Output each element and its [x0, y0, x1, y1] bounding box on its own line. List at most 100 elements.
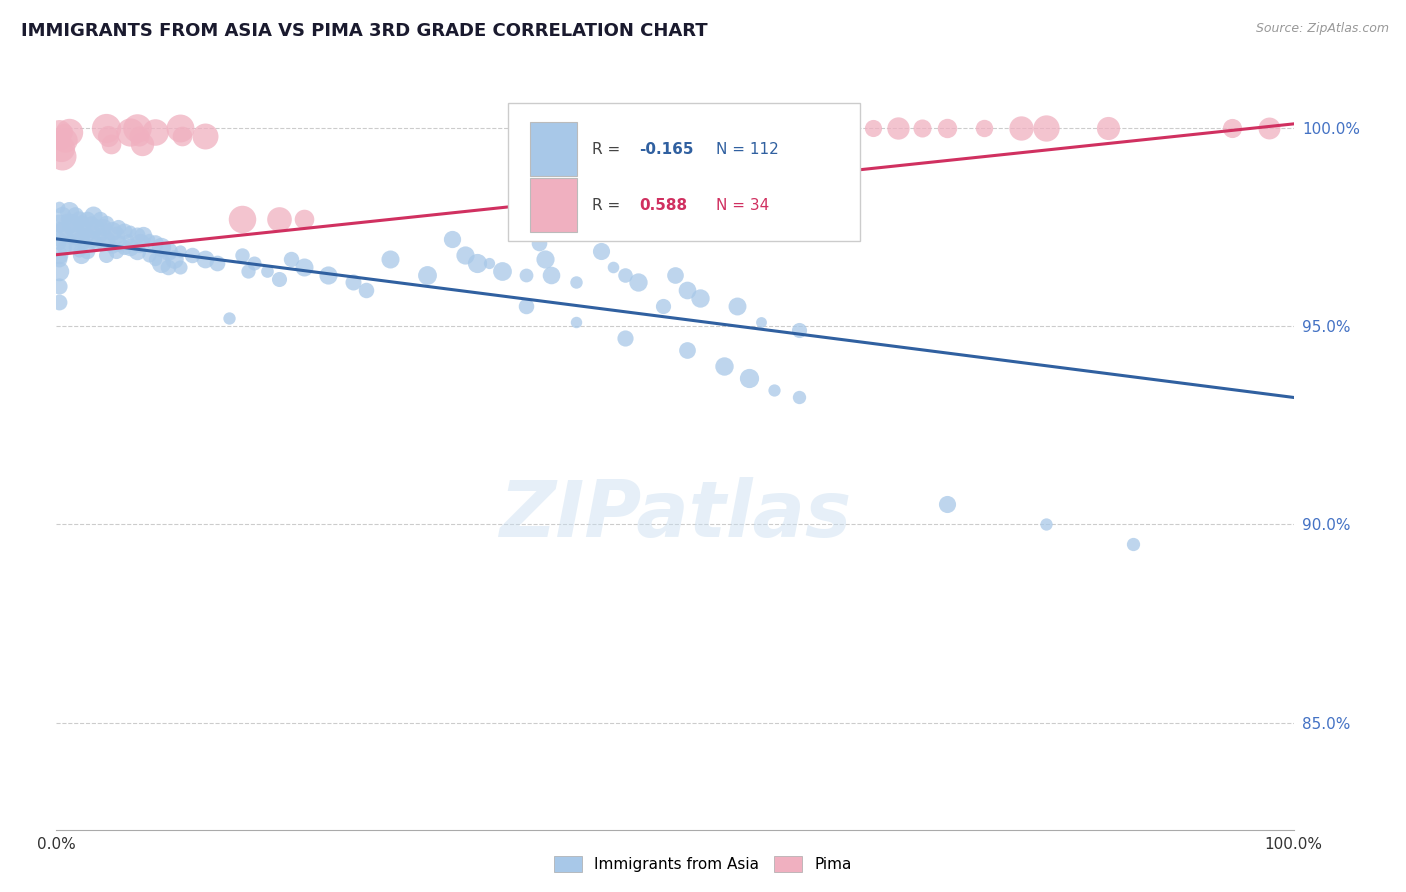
- Point: [138, 232, 160, 246]
- Text: R =: R =: [592, 142, 626, 157]
- Point: [267, 212, 290, 227]
- FancyBboxPatch shape: [530, 178, 576, 233]
- Point: [725, 299, 748, 313]
- Point: [63, 240, 86, 254]
- Point: [1010, 120, 1032, 135]
- Point: [63, 224, 86, 238]
- Point: [120, 125, 142, 139]
- Point: [651, 299, 673, 313]
- Point: [117, 232, 139, 246]
- Point: [48, 263, 70, 277]
- Point: [194, 128, 217, 143]
- Point: [156, 260, 179, 274]
- Point: [48, 279, 70, 293]
- Point: [150, 255, 173, 269]
- Point: [163, 252, 186, 266]
- Point: [48, 235, 70, 250]
- Point: [51, 224, 73, 238]
- Point: [76, 227, 98, 242]
- Point: [84, 235, 107, 250]
- Point: [354, 284, 377, 298]
- Point: [725, 120, 748, 135]
- Point: [156, 244, 179, 258]
- Point: [80, 216, 103, 230]
- Point: [67, 244, 90, 258]
- Point: [1097, 120, 1119, 135]
- Point: [51, 141, 73, 155]
- Point: [589, 244, 612, 258]
- Point: [565, 276, 588, 290]
- Point: [380, 252, 402, 266]
- Point: [67, 227, 90, 242]
- Point: [676, 284, 699, 298]
- Text: Source: ZipAtlas.com: Source: ZipAtlas.com: [1256, 22, 1389, 36]
- Point: [48, 216, 70, 230]
- Point: [236, 263, 259, 277]
- Point: [491, 263, 513, 277]
- Point: [540, 268, 562, 282]
- Text: IMMIGRANTS FROM ASIA VS PIMA 3RD GRADE CORRELATION CHART: IMMIGRANTS FROM ASIA VS PIMA 3RD GRADE C…: [21, 22, 707, 40]
- Point: [416, 268, 439, 282]
- Point: [911, 120, 934, 135]
- Point: [292, 212, 315, 227]
- Point: [150, 240, 173, 254]
- Point: [936, 120, 959, 135]
- Text: -0.165: -0.165: [638, 142, 693, 157]
- Point: [70, 216, 93, 230]
- Point: [125, 227, 148, 242]
- Point: [84, 219, 107, 234]
- Point: [194, 252, 217, 266]
- Point: [112, 240, 135, 254]
- Point: [862, 120, 884, 135]
- FancyBboxPatch shape: [530, 122, 576, 177]
- Point: [104, 227, 127, 242]
- Point: [676, 343, 699, 357]
- Point: [107, 219, 129, 234]
- Point: [787, 391, 810, 405]
- Point: [107, 235, 129, 250]
- Point: [664, 268, 686, 282]
- Point: [129, 235, 152, 250]
- Point: [58, 204, 80, 219]
- Point: [515, 268, 537, 282]
- Point: [243, 255, 266, 269]
- Point: [837, 120, 859, 135]
- Point: [58, 219, 80, 234]
- Point: [787, 120, 810, 135]
- Point: [751, 315, 773, 329]
- Point: [48, 125, 70, 139]
- Point: [48, 295, 70, 310]
- Point: [131, 136, 153, 151]
- Point: [52, 240, 75, 254]
- Point: [72, 235, 94, 250]
- Text: ZIPatlas: ZIPatlas: [499, 477, 851, 553]
- Point: [80, 232, 103, 246]
- Point: [51, 148, 73, 162]
- Point: [120, 240, 142, 254]
- Point: [60, 216, 83, 230]
- Point: [91, 235, 114, 250]
- Point: [527, 235, 550, 250]
- Point: [89, 212, 111, 227]
- Point: [205, 255, 228, 269]
- Point: [318, 268, 340, 282]
- Point: [76, 244, 98, 258]
- Point: [1220, 120, 1243, 135]
- Point: [48, 219, 70, 234]
- Point: [1257, 120, 1279, 135]
- Point: [267, 271, 290, 285]
- Point: [936, 498, 959, 512]
- Point: [713, 359, 735, 373]
- Point: [738, 370, 761, 384]
- Point: [515, 299, 537, 313]
- Point: [218, 311, 240, 326]
- Point: [534, 252, 557, 266]
- Point: [181, 248, 204, 262]
- Point: [169, 244, 191, 258]
- Point: [565, 315, 588, 329]
- Point: [256, 263, 278, 277]
- Point: [138, 248, 160, 262]
- Point: [48, 252, 70, 266]
- Point: [76, 212, 98, 227]
- Point: [738, 128, 761, 143]
